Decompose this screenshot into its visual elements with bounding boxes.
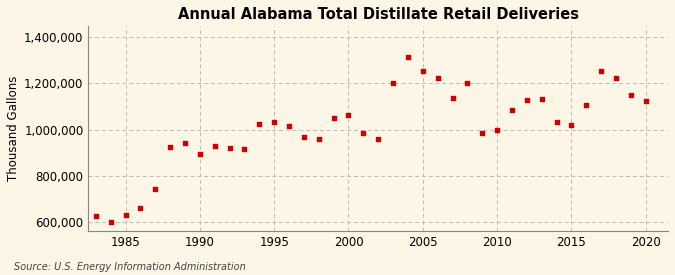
Point: [313, 137, 324, 141]
Point: [373, 137, 383, 141]
Point: [462, 81, 472, 86]
Point: [150, 187, 161, 191]
Point: [343, 112, 354, 117]
Point: [537, 97, 547, 101]
Point: [328, 116, 339, 120]
Point: [626, 93, 637, 97]
Point: [358, 131, 369, 136]
Point: [269, 119, 279, 124]
Y-axis label: Thousand Gallons: Thousand Gallons: [7, 76, 20, 181]
Point: [447, 96, 458, 101]
Point: [522, 98, 533, 102]
Text: Source: U.S. Energy Information Administration: Source: U.S. Energy Information Administ…: [14, 262, 245, 272]
Point: [239, 147, 250, 151]
Point: [180, 141, 190, 145]
Point: [284, 124, 294, 128]
Point: [194, 151, 205, 156]
Point: [596, 69, 607, 73]
Point: [491, 127, 502, 132]
Point: [551, 120, 562, 124]
Point: [120, 213, 131, 217]
Title: Annual Alabama Total Distillate Retail Deliveries: Annual Alabama Total Distillate Retail D…: [178, 7, 578, 22]
Point: [105, 220, 116, 224]
Point: [581, 103, 592, 108]
Point: [402, 55, 413, 59]
Point: [387, 81, 398, 86]
Point: [165, 145, 176, 149]
Point: [254, 122, 265, 127]
Point: [417, 69, 428, 73]
Point: [224, 145, 235, 150]
Point: [298, 135, 309, 139]
Point: [611, 76, 622, 81]
Point: [506, 108, 517, 112]
Point: [209, 144, 220, 148]
Point: [432, 76, 443, 81]
Point: [477, 131, 487, 136]
Point: [135, 206, 146, 210]
Point: [566, 123, 577, 127]
Point: [641, 98, 651, 103]
Point: [90, 214, 101, 218]
